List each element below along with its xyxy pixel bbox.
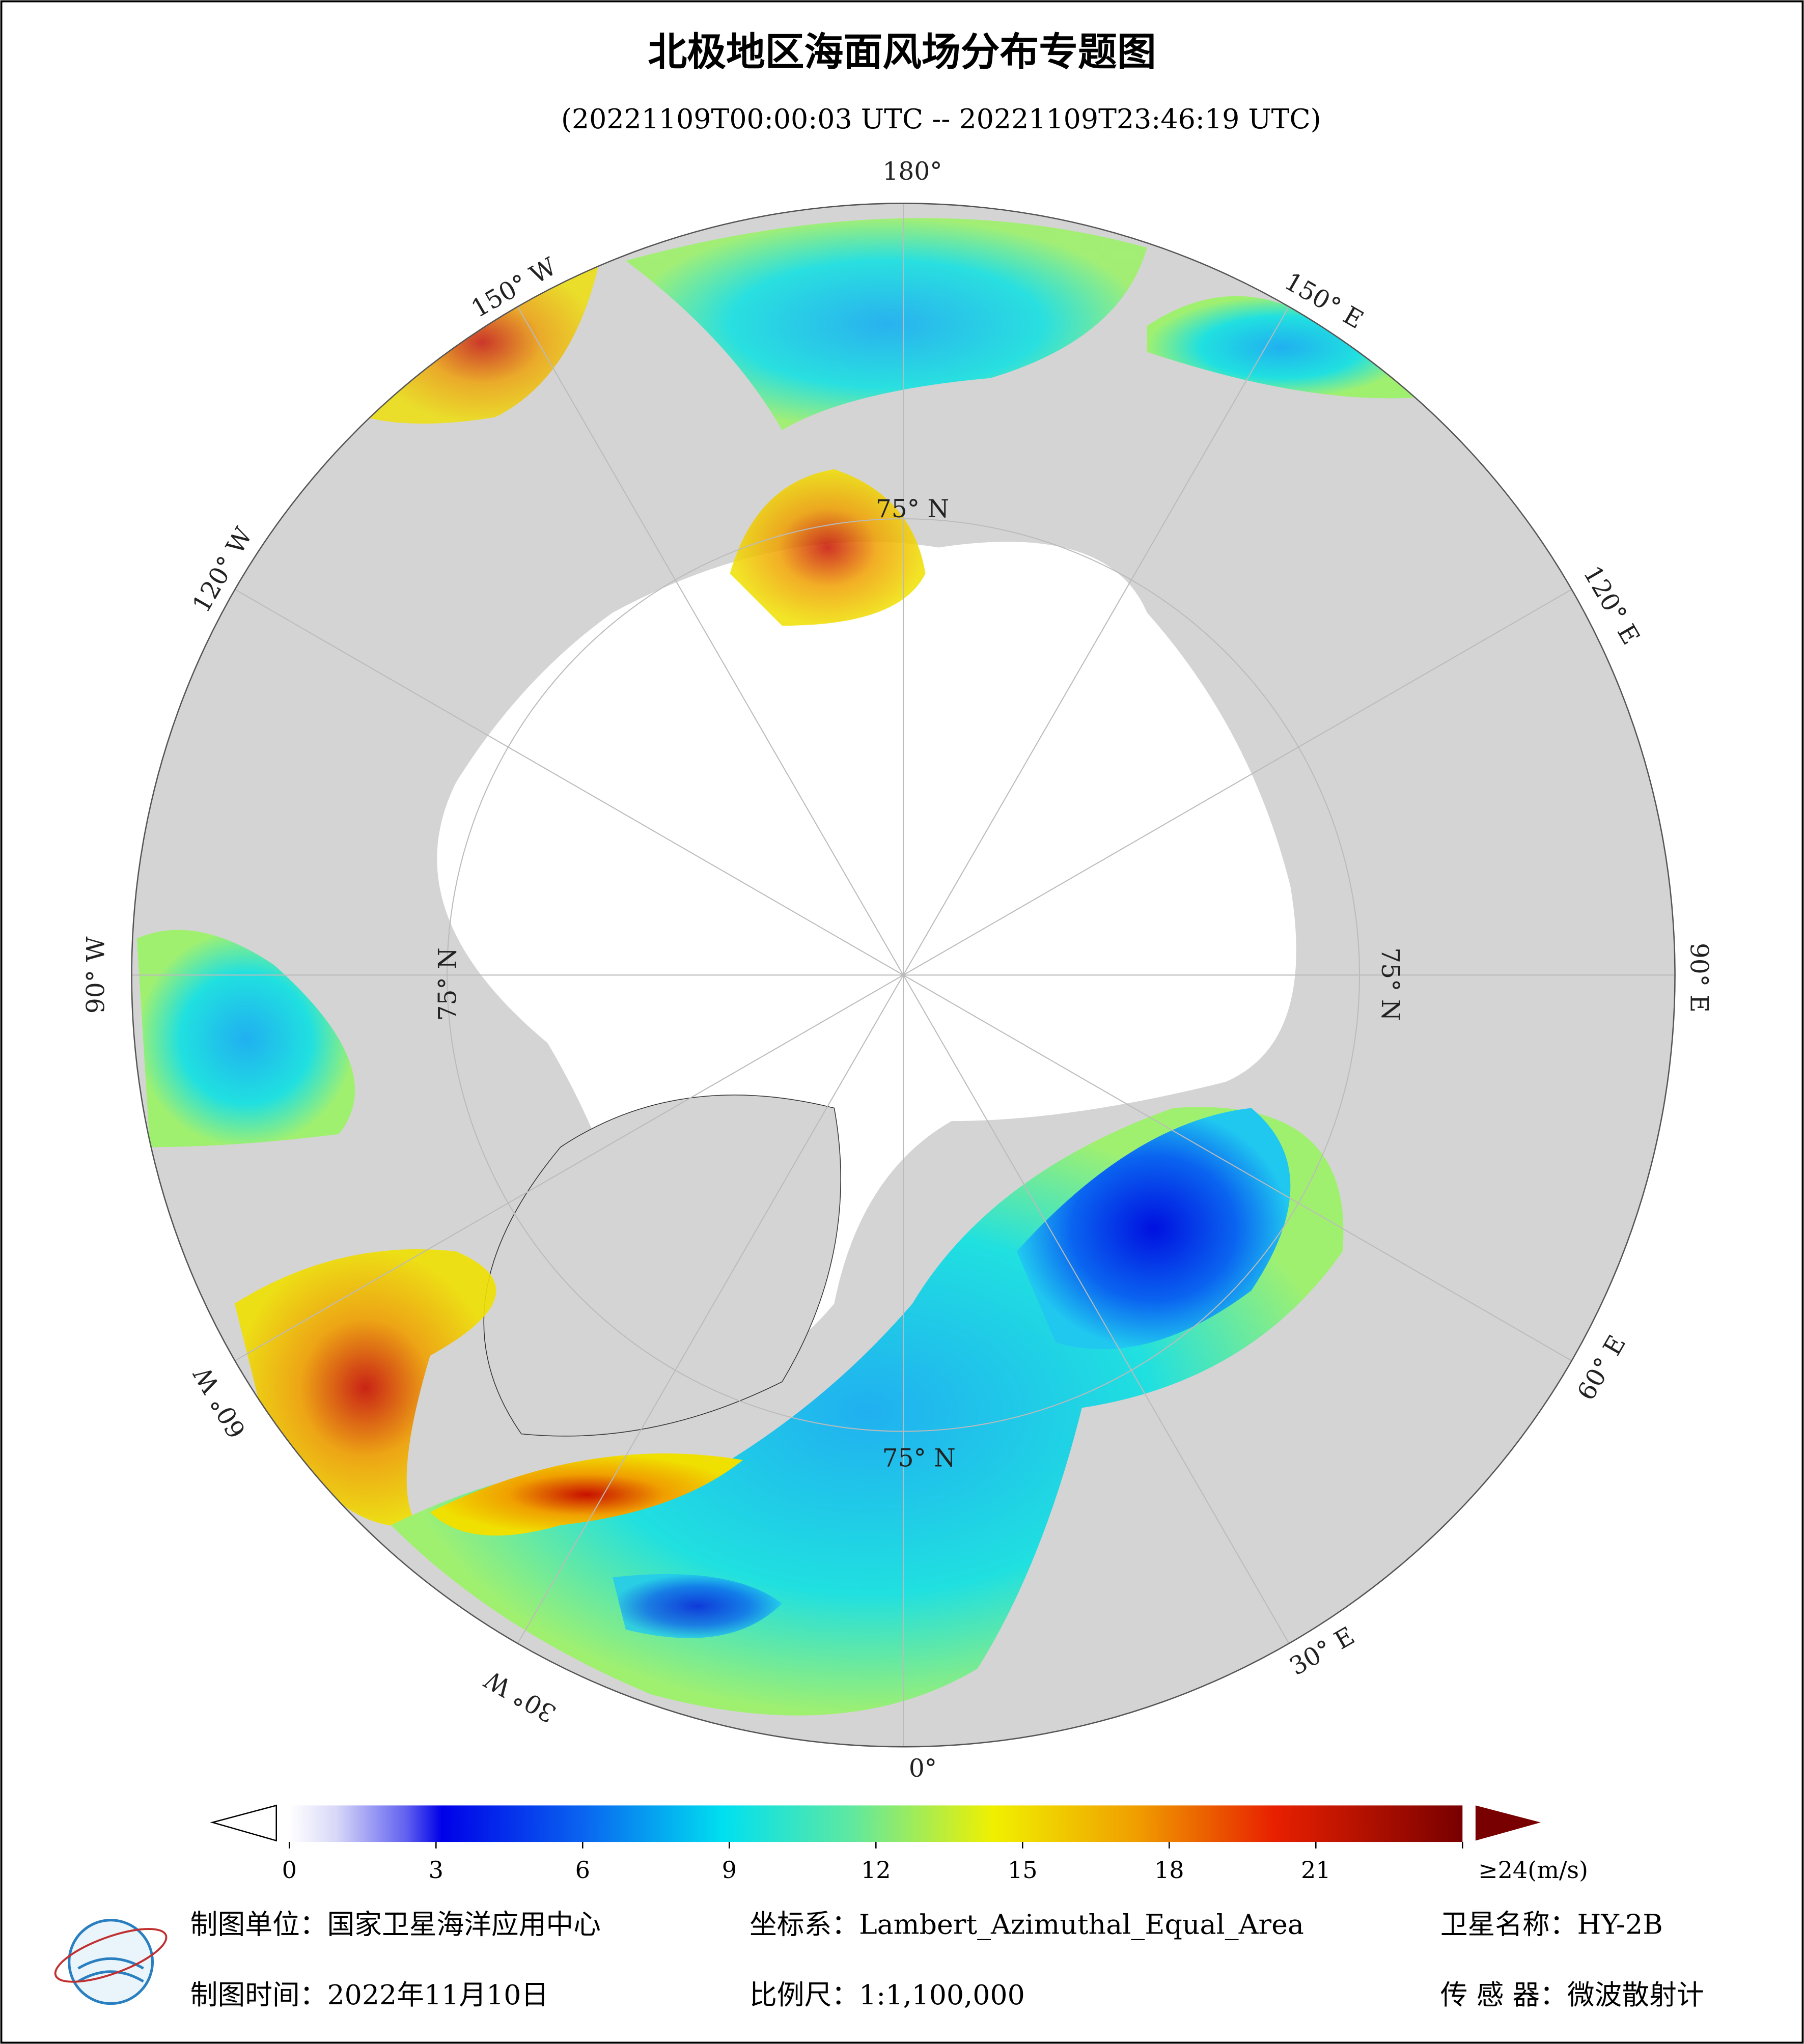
wind-denmark-strait [430, 1453, 743, 1536]
footer-satellite: 卫星名称：HY-2B [1440, 1909, 1663, 1941]
colorbar-tick-label: 21 [1301, 1856, 1331, 1884]
footer-scale: 比例尺：1:1,100,000 [750, 1979, 1025, 2011]
graticule [131, 203, 1675, 1747]
colorbar-tick-label: 12 [861, 1856, 891, 1884]
footer-crs: 坐标系：Lambert_Azimuthal_Equal_Area [750, 1909, 1304, 1941]
latitude-label: 75° N [1376, 947, 1404, 1021]
wind-alaska [365, 261, 600, 424]
wind-barents [1016, 1108, 1291, 1350]
wind-pacific [625, 218, 1147, 430]
wind-chukchi [730, 469, 926, 626]
colorbar-tick-label: 18 [1154, 1856, 1184, 1884]
colorbar-tick-label: 0 [282, 1856, 297, 1884]
colorbar-scale [289, 1805, 1463, 1842]
colorbar-tick-label: 6 [575, 1856, 590, 1884]
greenland [483, 1095, 841, 1437]
colorbar-tick-label: 3 [429, 1856, 443, 1884]
footer-date: 制图时间：2022年11月10日 [190, 1979, 549, 2011]
map-border [131, 203, 1676, 1748]
footer-unit: 制图单位：国家卫星海洋应用中心 [190, 1909, 601, 1941]
longitude-label: 180° [882, 157, 942, 186]
longitude-label: 0° [909, 1754, 937, 1783]
footer-sensor: 传 感 器：微波散射计 [1440, 1979, 1704, 2011]
latitude-label: 75° N [882, 1444, 956, 1472]
title: 北极地区海面风场分布专题图 [648, 30, 1156, 75]
wind-hudson [136, 930, 355, 1147]
logo [54, 1919, 168, 2005]
colorbar-over [1475, 1805, 1541, 1841]
latitude-label: 75° N [434, 947, 462, 1021]
colorbar-under [210, 1804, 277, 1842]
wind-iceland [613, 1574, 782, 1638]
colorbar: 0 3 6 9 12 15 18 21 ≥24(m/s) [210, 1804, 1588, 1884]
colorbar-tick-label: 15 [1008, 1856, 1038, 1884]
wind-okhotsk [1147, 296, 1414, 399]
longitude-label: 90° W [82, 936, 110, 1014]
colorbar-tick-label: 9 [722, 1856, 737, 1884]
colorbar-tick-label: ≥24(m/s) [1478, 1856, 1588, 1884]
longitude-label: 30° W [480, 1665, 561, 1728]
longitude-label: 90° E [1685, 943, 1713, 1013]
map [131, 203, 1675, 1747]
subtitle: (20221109T00:00:03 UTC -- 20221109T23:46… [561, 103, 1321, 135]
latitude-label: 75° N [876, 495, 949, 523]
